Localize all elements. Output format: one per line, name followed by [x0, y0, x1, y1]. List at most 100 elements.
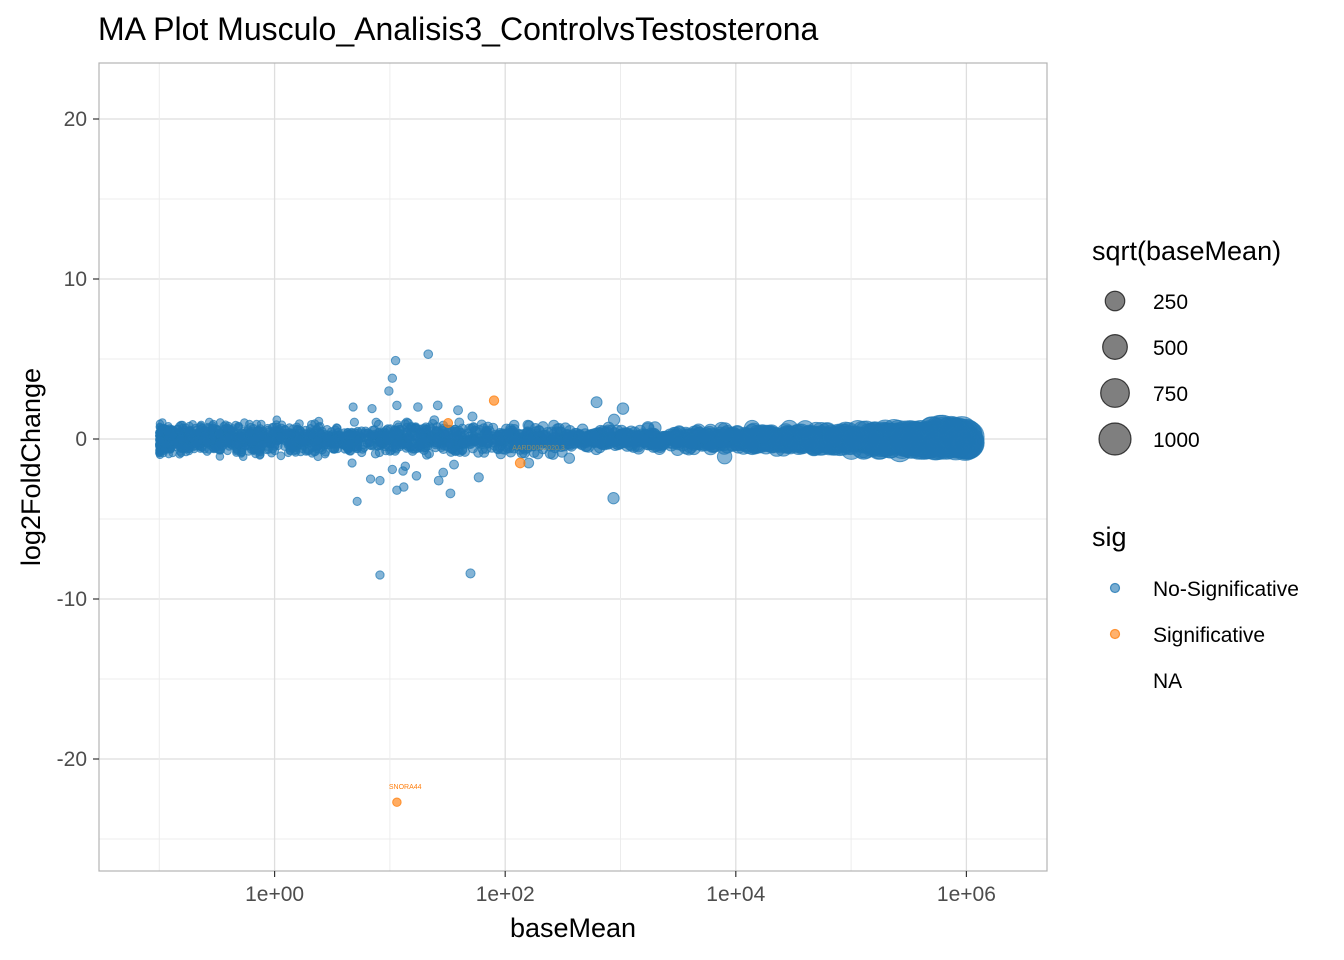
point-no-significative [411, 470, 422, 481]
point-no-significative [359, 429, 369, 439]
point-no-significative [516, 447, 528, 459]
color-legend-key [1109, 582, 1121, 594]
y-tick-label: -20 [57, 748, 87, 771]
point-no-significative [296, 426, 305, 436]
point-no-significative [234, 422, 243, 431]
point-no-significative [392, 400, 402, 411]
x-axis-title: baseMean [510, 913, 636, 943]
plot-border [98, 62, 1048, 872]
point-no-significative [215, 418, 225, 427]
point-no-significative [337, 431, 347, 441]
x-tick-label: 1e+00 [245, 883, 304, 906]
point-significative [488, 395, 500, 406]
point-no-significative [315, 428, 325, 438]
point-no-significative [636, 433, 650, 447]
point-no-significative [176, 449, 186, 458]
point-no-significative [423, 349, 434, 360]
size-legend-label: 250 [1153, 291, 1188, 314]
y-tick-label: 20 [64, 108, 87, 131]
point-no-significative [161, 440, 171, 449]
color-legend-label: No-Significative [1153, 578, 1299, 601]
grid-lines [99, 63, 1047, 871]
point-no-significative [467, 443, 478, 454]
point-significative [392, 797, 402, 807]
point-no-significative [348, 402, 358, 412]
point-no-significative [168, 432, 177, 441]
point-no-significative [413, 402, 423, 412]
point-no-significative [519, 436, 531, 448]
point-no-significative [449, 459, 460, 470]
point-no-significative [307, 420, 316, 429]
point-no-significative [352, 496, 362, 506]
point-no-significative [696, 428, 711, 444]
size-legend-key [1104, 290, 1126, 312]
point-no-significative [424, 448, 435, 459]
point-no-significative [227, 425, 236, 435]
point-no-significative [484, 425, 495, 437]
point-no-significative [454, 446, 465, 457]
point-no-significative [353, 436, 363, 446]
point-no-significative [433, 475, 444, 486]
y-tick-label: 0 [75, 428, 87, 451]
point-no-significative [384, 386, 394, 396]
point-no-significative [453, 405, 464, 416]
point-no-significative [202, 437, 211, 446]
point-no-significative [473, 472, 484, 483]
point-no-significative [387, 373, 398, 383]
point-no-significative [387, 464, 398, 475]
point-significative [514, 457, 526, 469]
point-no-significative [467, 411, 478, 422]
point-no-significative [743, 419, 761, 437]
point-no-significative [503, 428, 514, 440]
point-no-significative [438, 467, 449, 478]
point-no-significative [307, 443, 317, 453]
size-legend: sqrt(baseMean) 250 500 750 1000 [1092, 236, 1281, 456]
point-no-significative [398, 466, 408, 476]
point-no-significative [396, 439, 406, 449]
x-tick-label: 1e+02 [476, 883, 535, 906]
point-no-significative [532, 437, 543, 449]
point-no-significative [415, 441, 425, 451]
point-no-significative [546, 435, 558, 447]
point-no-significative [649, 439, 663, 453]
point-no-significative [209, 444, 219, 454]
point-no-significative [822, 426, 844, 448]
point-no-significative [223, 433, 233, 442]
point-no-significative [349, 417, 359, 427]
size-legend-key [1102, 334, 1128, 360]
point-no-significative [375, 570, 385, 580]
point-no-significative [417, 424, 427, 434]
color-legend-label: NA [1153, 670, 1182, 693]
point-no-significative [365, 474, 376, 484]
point-no-significative [184, 426, 193, 435]
point-no-significative [163, 427, 172, 436]
point-no-significative [273, 441, 283, 451]
y-axis-ticks: -20 -10 0 10 20 [57, 108, 99, 771]
point-no-significative [364, 437, 374, 447]
point-no-significative [299, 437, 309, 447]
point-no-significative [616, 402, 630, 415]
point-annotations: SNORA44 AARD0002020.3 [389, 445, 565, 791]
point-no-significative [604, 435, 617, 448]
point-no-significative [347, 458, 357, 468]
size-legend-label: 750 [1153, 383, 1188, 406]
point-no-significative [277, 420, 287, 430]
point-no-significative [404, 433, 415, 443]
point-no-significative [450, 426, 461, 437]
x-tick-label: 1e+06 [937, 883, 996, 906]
color-legend: sig No-Significative Significative NA [1092, 522, 1299, 693]
color-legend-title: sig [1092, 522, 1127, 552]
point-no-significative [432, 400, 443, 411]
point-no-significative [795, 420, 815, 440]
point-no-significative [326, 435, 335, 445]
point-no-significative [468, 422, 479, 433]
point-no-significative [607, 492, 620, 505]
point-no-significative [380, 430, 391, 440]
point-no-significative [399, 482, 409, 492]
point-no-significative [943, 425, 976, 458]
point-no-significative [390, 355, 401, 366]
point-no-significative [718, 426, 734, 443]
significative-gene-label: AARD0002020.3 [512, 445, 565, 452]
point-no-significative [371, 417, 381, 427]
color-legend-label: Significative [1153, 624, 1265, 647]
